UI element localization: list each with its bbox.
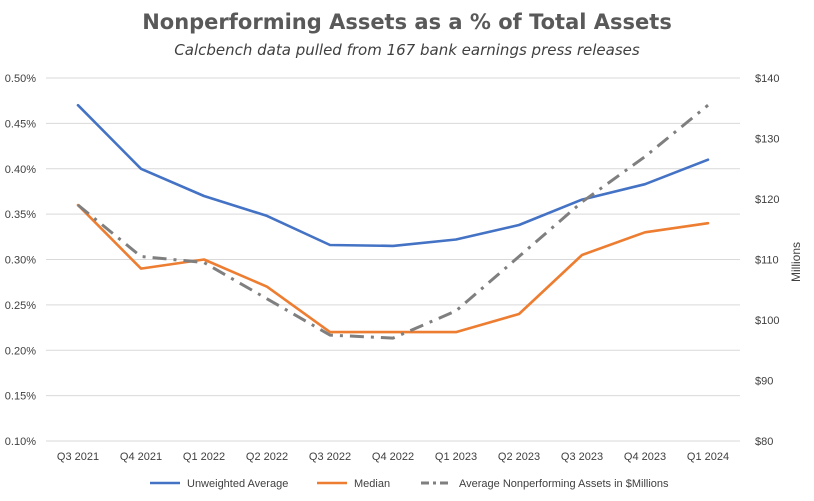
data-point [643, 230, 647, 234]
right-tick-label: $90 [755, 376, 773, 388]
x-tick-label: Q1 2022 [183, 451, 225, 463]
right-tick-label: $130 [755, 134, 779, 146]
data-point [202, 261, 206, 265]
series-line-2 [76, 203, 710, 334]
x-tick-label: Q3 2022 [309, 451, 351, 463]
left-tick-label: 0.20% [5, 345, 36, 357]
legend-label: Median [354, 478, 390, 490]
data-point [706, 103, 710, 107]
gridlines [46, 77, 740, 442]
data-point [202, 194, 206, 198]
chart-title: Nonperforming Assets as a % of Total Ass… [142, 10, 672, 34]
data-point [391, 330, 395, 334]
right-axis: $80 $90 $100 $110 $120 $130 $140 [755, 73, 779, 448]
data-point [328, 333, 332, 337]
x-tick-label: Q2 2022 [246, 451, 288, 463]
x-tick-label: Q3 2021 [57, 451, 99, 463]
data-point [265, 285, 269, 289]
x-tick-label: Q1 2024 [687, 451, 729, 463]
right-tick-label: $80 [755, 436, 773, 448]
x-tick-label: Q1 2023 [435, 451, 477, 463]
left-tick-label: 0.15% [5, 391, 36, 403]
data-point [265, 214, 269, 218]
data-point [580, 253, 584, 257]
data-point [328, 243, 332, 247]
legend-label: Average Nonperforming Assets in $Million… [459, 478, 669, 490]
data-point [265, 297, 269, 301]
right-tick-label: $110 [755, 255, 779, 267]
data-point [76, 203, 80, 207]
left-tick-label: 0.35% [5, 209, 36, 221]
right-tick-label: $120 [755, 194, 779, 206]
data-point [139, 267, 143, 271]
x-tick-label: Q2 2023 [498, 451, 540, 463]
left-tick-label: 0.45% [5, 118, 36, 130]
left-tick-label: 0.40% [5, 164, 36, 176]
data-point [643, 182, 647, 186]
data-point [454, 309, 458, 313]
right-tick-label: $140 [755, 73, 779, 85]
legend-label: Unweighted Average [187, 478, 288, 490]
data-point [139, 167, 143, 171]
x-tick-label: Q3 2023 [561, 451, 603, 463]
data-point [517, 254, 521, 258]
left-tick-label: 0.10% [5, 436, 36, 448]
series-line-1 [76, 103, 710, 248]
x-tick-label: Q4 2022 [372, 451, 414, 463]
data-point [580, 200, 584, 204]
right-axis-title: Millions [789, 242, 803, 282]
data-point [454, 330, 458, 334]
data-point [76, 103, 80, 107]
left-tick-label: 0.50% [5, 73, 36, 85]
data-point [391, 336, 395, 340]
x-tick-label: Q4 2023 [624, 451, 666, 463]
left-tick-label: 0.30% [5, 255, 36, 267]
legend: Unweighted Average Median Average Nonperfo… [150, 478, 669, 490]
data-point [454, 238, 458, 242]
left-axis: 0.10% 0.15% 0.20% 0.25% 0.30% 0.35% 0.40% 0.45%… [5, 73, 36, 448]
data-point [643, 155, 647, 159]
data-point [706, 158, 710, 162]
data-point [391, 244, 395, 248]
x-axis: Q3 2021 Q4 2021 Q1 2022 Q2 2022 Q3 2022 Q4 20… [57, 451, 729, 463]
series-line-3 [77, 104, 709, 340]
chart-subtitle: Calcbench data pulled from 167 bank earn… [174, 41, 640, 59]
data-point [139, 254, 143, 258]
data-point [517, 312, 521, 316]
data-point [706, 221, 710, 225]
x-tick-label: Q4 2021 [120, 451, 162, 463]
right-tick-label: $100 [755, 315, 779, 327]
data-point [517, 223, 521, 227]
left-tick-label: 0.25% [5, 300, 36, 312]
plot-area [76, 103, 710, 340]
